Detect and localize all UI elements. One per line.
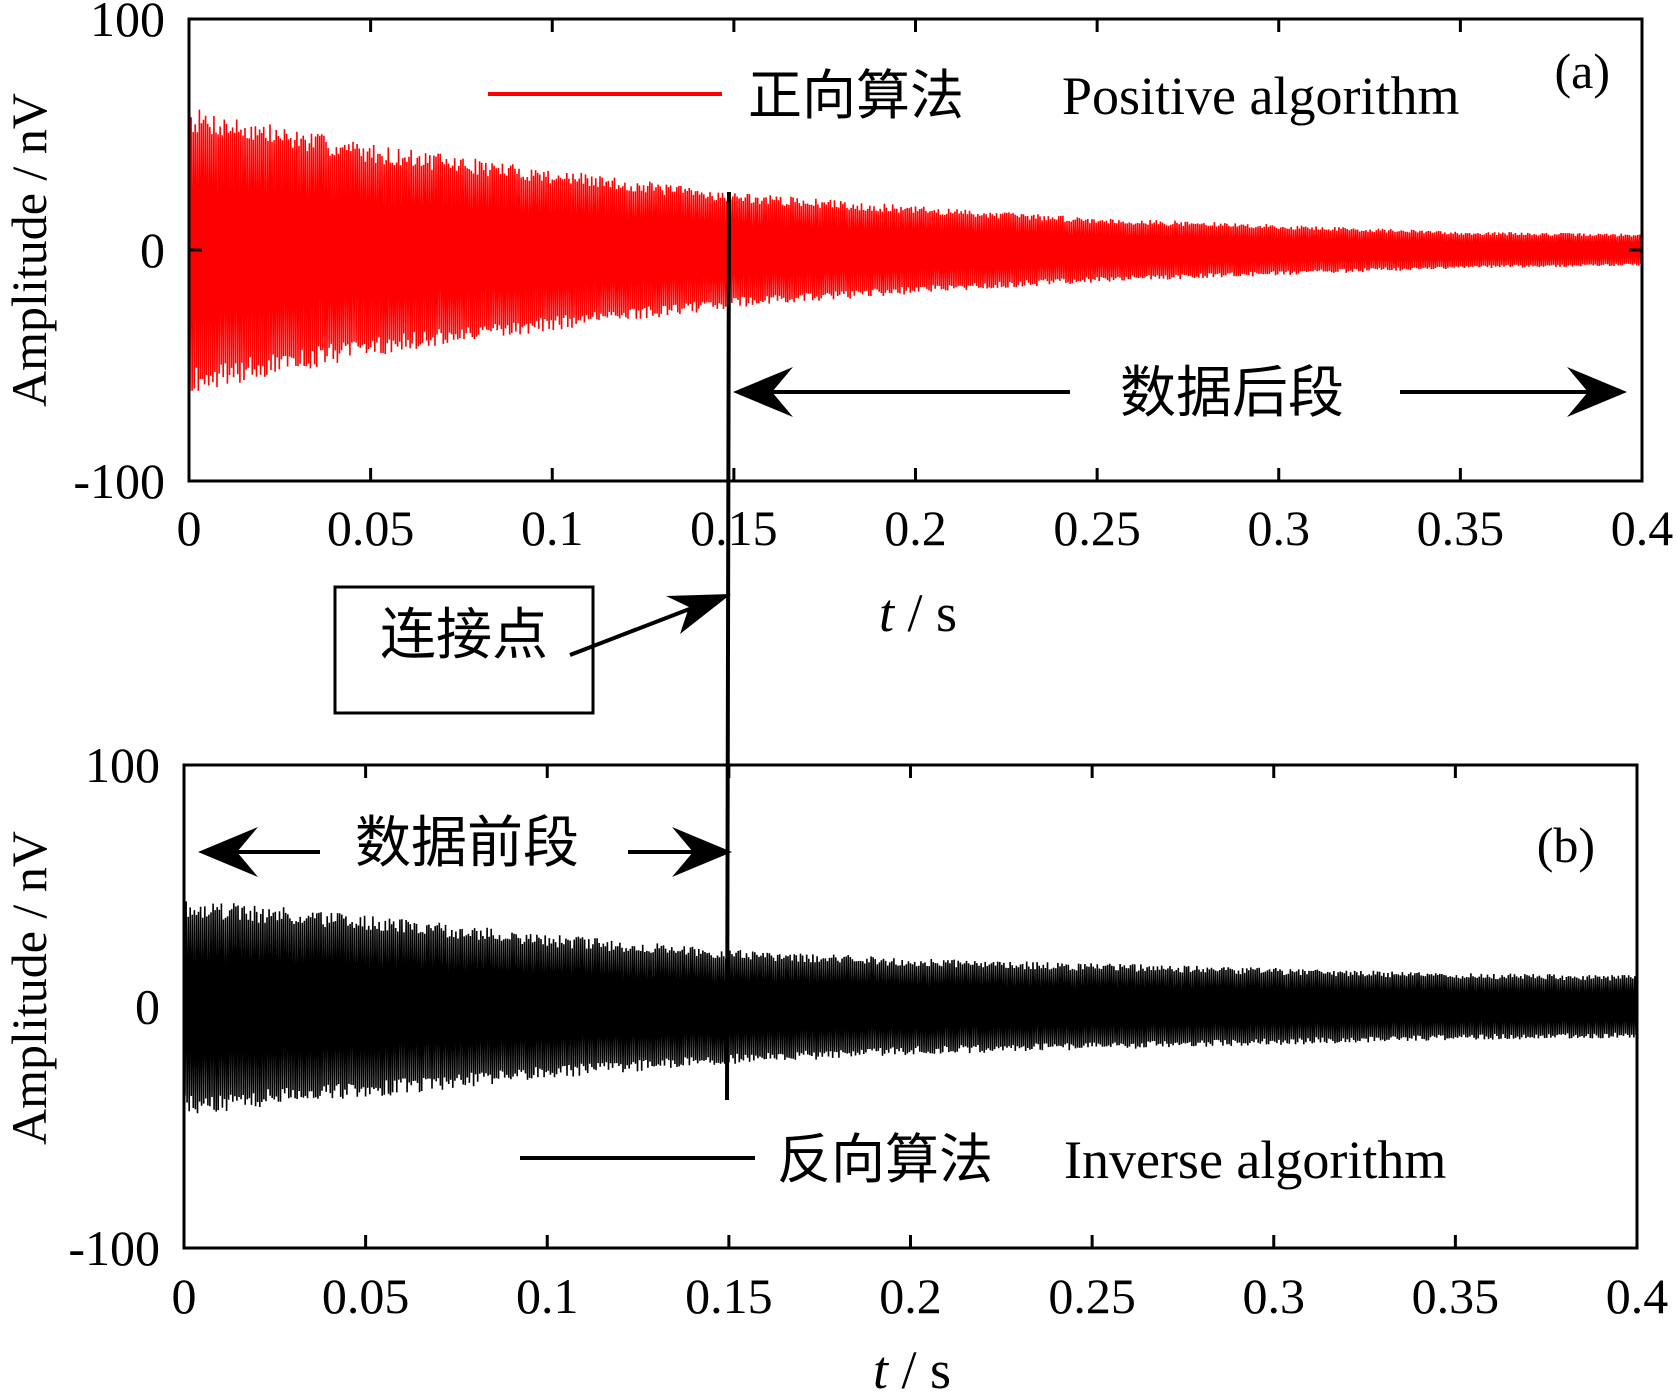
ylabel-b: Amplitude / nV <box>1 831 57 1145</box>
rear-arrow-left-head <box>733 367 793 417</box>
x-tick-label: 0.25 <box>1048 1268 1136 1324</box>
x-tick-label: 0.35 <box>1417 500 1505 556</box>
trace-a-positive-algorithm <box>188 109 1643 391</box>
annotation-front-segment: 数据前段 <box>198 813 732 877</box>
annotation-rear-segment: 数据后段 <box>733 363 1627 425</box>
signal-line <box>188 109 1643 391</box>
x-tick-label: 0 <box>172 1268 197 1324</box>
legend-a-label-en: Positive algorithm <box>1062 66 1460 126</box>
x-tick-label: 0.15 <box>685 1268 773 1324</box>
legend-a-label-cn: 正向算法 <box>748 66 964 126</box>
rear-arrow-right-head <box>1567 367 1627 417</box>
connection-vertical-line <box>725 191 731 1101</box>
xlabel-b: t / s <box>873 1340 951 1392</box>
y-tick-label: 0 <box>135 979 160 1035</box>
rear-segment-label: 数据后段 <box>1120 363 1344 425</box>
xlabel-a-unit: / s <box>894 583 957 643</box>
x-tick-label: 0.15 <box>690 500 778 556</box>
xlabel-b-unit: / s <box>888 1340 951 1392</box>
y-tick-label: 0 <box>140 222 165 278</box>
front-arrow-right-head <box>672 827 732 877</box>
x-tick-label: 0.4 <box>1611 500 1674 556</box>
x-tick-label: 0 <box>177 500 202 556</box>
trace-b-inverse-algorithm <box>183 901 1638 1114</box>
y-tick-label: 100 <box>85 737 160 793</box>
connection-point-annotation: 连接点 <box>333 191 731 1101</box>
xlabel-b-variable: t <box>873 1340 890 1392</box>
ylabel-a: Amplitude / nV <box>1 93 57 407</box>
x-tick-label: 0.05 <box>327 500 415 556</box>
xlabel-a-variable: t <box>879 583 896 643</box>
front-arrow-left-head <box>198 827 258 877</box>
connection-label: 连接点 <box>380 605 548 667</box>
connection-label-box <box>333 585 595 715</box>
front-segment-label: 数据前段 <box>355 813 579 875</box>
connection-arrow-head <box>666 594 731 634</box>
x-tick-label: 0.3 <box>1243 1268 1306 1324</box>
y-tick-label: -100 <box>73 453 165 509</box>
panel-a-label: (a) <box>1555 43 1611 99</box>
y-tick-label: -100 <box>68 1220 160 1276</box>
x-tick-label: 0.35 <box>1412 1268 1500 1324</box>
x-tick-label: 0.1 <box>516 1268 579 1324</box>
legend-b-label-cn: 反向算法 <box>777 1130 993 1190</box>
x-tick-label: 0.2 <box>879 1268 942 1324</box>
xlabel-a: t / s <box>879 583 957 643</box>
x-tick-label: 0.25 <box>1053 500 1141 556</box>
connection-arrow-shaft <box>569 601 706 657</box>
y-tick-label: 100 <box>90 0 165 47</box>
panel-b-label: (b) <box>1537 817 1595 873</box>
x-tick-label: 0.1 <box>521 500 584 556</box>
x-tick-label: 0.4 <box>1606 1268 1669 1324</box>
x-tick-label: 0.3 <box>1248 500 1311 556</box>
x-tick-label: 0.2 <box>884 500 947 556</box>
legend-b-label-en: Inverse algorithm <box>1064 1130 1446 1190</box>
x-tick-label: 0.05 <box>322 1268 410 1324</box>
signal-line <box>183 901 1638 1114</box>
